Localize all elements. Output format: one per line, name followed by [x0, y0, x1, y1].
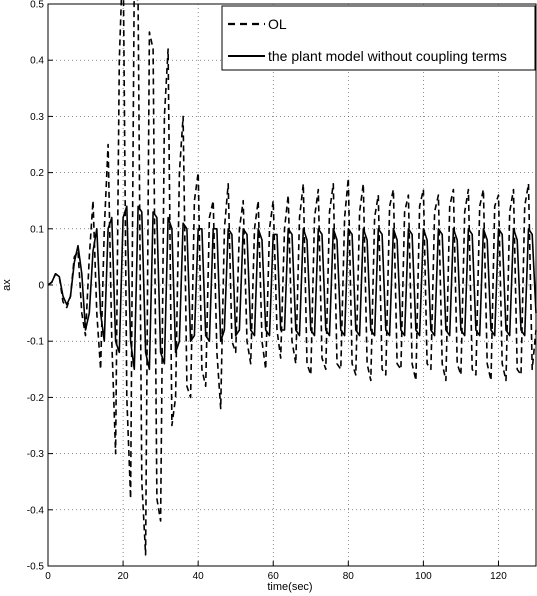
- y-tick-label: -0.5: [27, 562, 45, 573]
- x-tick-label: 20: [118, 571, 130, 582]
- x-axis-label: time(sec): [267, 581, 312, 593]
- y-axis-label: ax: [1, 279, 13, 291]
- series-plant-model-line: [47, 205, 537, 371]
- legend-label-plant: the plant model without coupling terms: [268, 48, 507, 64]
- x-tick-label: 80: [343, 571, 355, 582]
- tick-labels: 0 20 40 60 80 100 120 -0.5 -0.4 -0.3 -0.2 -0.1 0 0.1 0…: [27, 0, 507, 582]
- y-tick-label: -0.3: [27, 449, 45, 460]
- legend-label-ol: OL: [268, 16, 287, 32]
- x-tick-label: 0: [45, 571, 51, 582]
- y-tick-label: 0: [38, 281, 44, 292]
- legend: OL the plant model without coupling term…: [221, 5, 536, 71]
- legend-box: [221, 5, 536, 71]
- x-tick-label: 40: [193, 571, 205, 582]
- x-tick-label: 60: [268, 571, 280, 582]
- series-layer: [47, 0, 537, 556]
- y-tick-label: 0.4: [30, 56, 44, 67]
- y-tick-label: 0.5: [30, 0, 44, 11]
- y-tick-label: -0.4: [27, 505, 45, 516]
- y-tick-label: 0.1: [30, 224, 44, 235]
- y-tick-label: 0.3: [30, 112, 44, 123]
- y-tick-label: -0.1: [27, 337, 45, 348]
- tick-marks: [47, 3, 499, 567]
- x-tick-label: 100: [415, 571, 432, 582]
- x-tick-label: 120: [490, 571, 507, 582]
- y-tick-label: 0.2: [30, 168, 44, 179]
- series-ol-line: [47, 0, 537, 556]
- y-tick-label: -0.2: [27, 393, 45, 404]
